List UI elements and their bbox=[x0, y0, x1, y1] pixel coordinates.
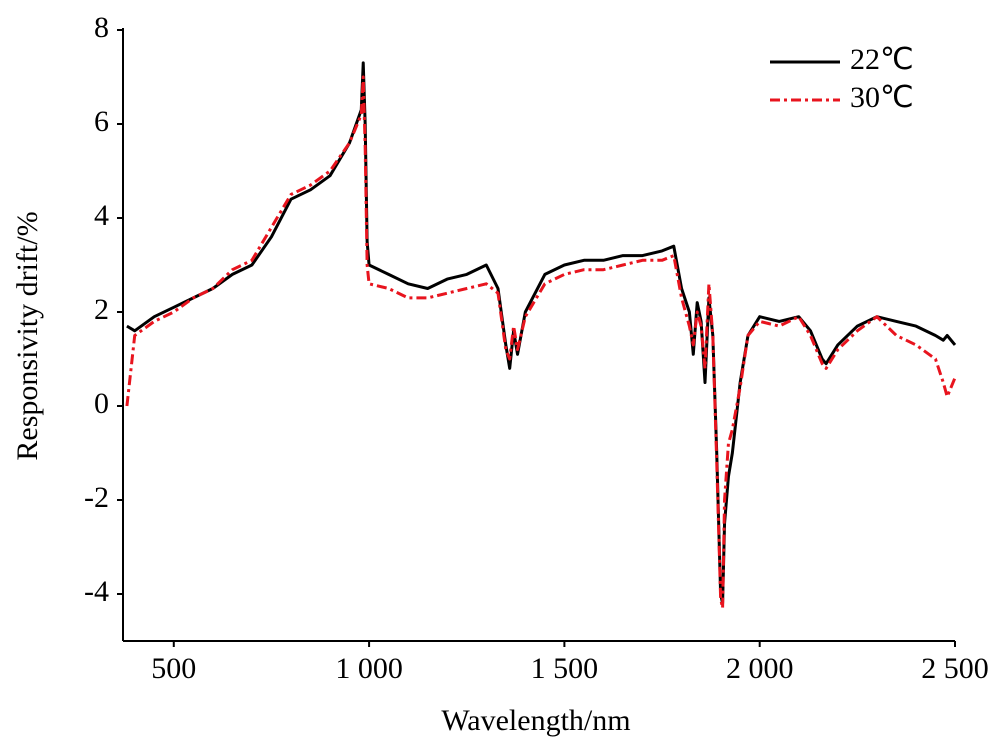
x-tick-label: 500 bbox=[151, 652, 196, 685]
legend-label: 22℃ bbox=[850, 43, 914, 76]
y-tick-label: 8 bbox=[94, 11, 109, 44]
y-tick-label: 6 bbox=[94, 105, 109, 138]
data-line bbox=[126, 61, 957, 605]
y-tick-label: 2 bbox=[94, 293, 109, 326]
y-tick-label: 4 bbox=[94, 199, 109, 232]
x-tick-label: 1 500 bbox=[531, 652, 599, 685]
x-tick-label: 2 000 bbox=[726, 652, 794, 685]
y-tick-label: -4 bbox=[84, 575, 109, 608]
y-tick-label: 0 bbox=[94, 387, 109, 420]
y-axis-label: Responsivity drift/% bbox=[11, 211, 44, 460]
y-tick-label: -2 bbox=[84, 481, 109, 514]
data-line bbox=[125, 75, 957, 610]
x-axis-label: Wavelength/nm bbox=[441, 704, 630, 737]
legend-label: 30℃ bbox=[850, 81, 914, 114]
x-tick-label: 1 000 bbox=[335, 652, 403, 685]
x-tick-label: 2 500 bbox=[921, 652, 989, 685]
